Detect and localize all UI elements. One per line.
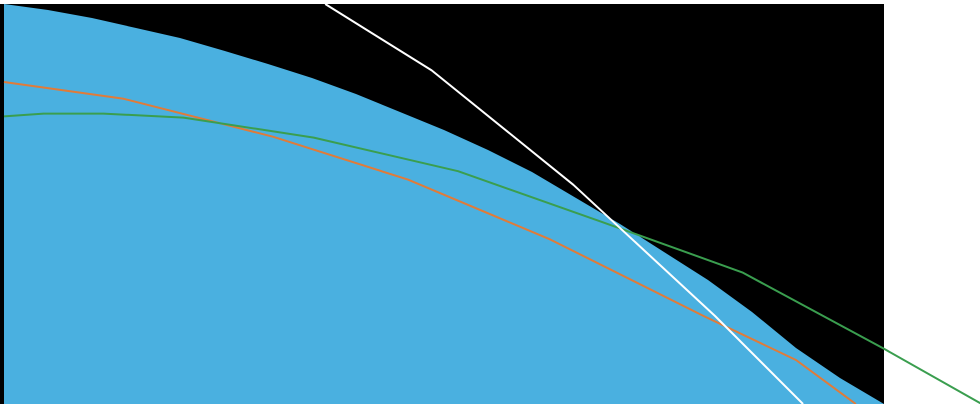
filled-region-layer [4, 4, 884, 404]
series-line-white [324, 3, 804, 404]
series-line-orange [3, 81, 857, 404]
filled-region [4, 4, 884, 404]
series-layer [3, 3, 980, 404]
series-line-green [3, 112, 980, 404]
